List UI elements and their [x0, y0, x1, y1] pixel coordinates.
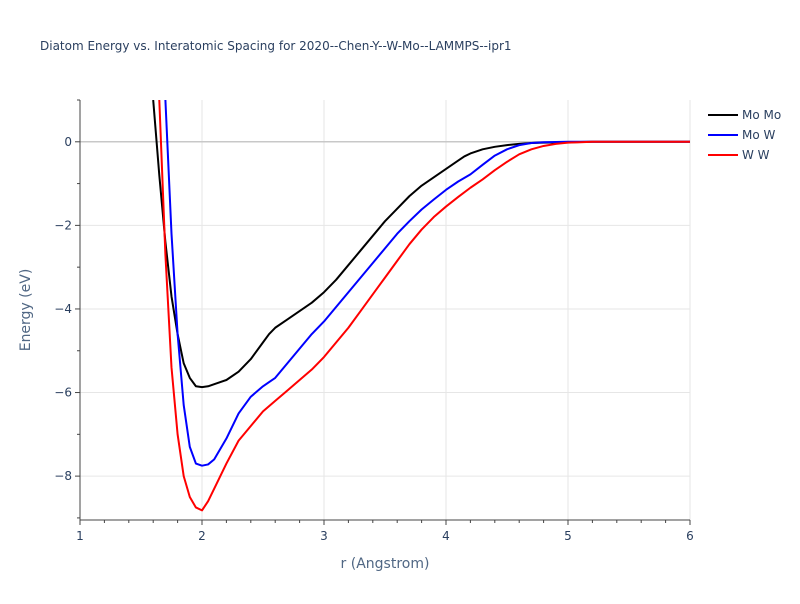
x-tick-label: 5 [564, 529, 572, 543]
legend[interactable]: Mo Mo Mo W W W [708, 108, 781, 162]
x-tick-label: 2 [198, 529, 206, 543]
y-tick-label: −4 [54, 302, 72, 316]
series-line-w-w [158, 100, 690, 512]
legend-item[interactable]: W W [708, 148, 770, 162]
x-tick-labels: 1 2 3 4 5 6 [76, 529, 694, 543]
x-axis-label: r (Angstrom) [341, 556, 430, 572]
series-line-mo-w [164, 100, 690, 467]
legend-item[interactable]: Mo W [708, 128, 776, 142]
legend-item[interactable]: Mo Mo [708, 108, 781, 122]
legend-label: Mo Mo [742, 108, 781, 122]
x-tick-label: 1 [76, 529, 84, 543]
legend-label: Mo W [742, 128, 776, 142]
series-line-mo-mo [152, 100, 690, 389]
legend-label: W W [742, 148, 770, 162]
x-tick-label: 6 [686, 529, 694, 543]
y-axis-label: Energy (eV) [18, 269, 34, 352]
y-tick-label: −8 [54, 469, 72, 483]
y-tick-label: −6 [54, 386, 72, 400]
series-lines [152, 100, 690, 512]
y-tick-label: 0 [64, 135, 72, 149]
y-tick-label: −2 [54, 218, 72, 232]
axes [75, 99, 691, 525]
x-tick-label: 4 [442, 529, 450, 543]
chart-title: Diatom Energy vs. Interatomic Spacing fo… [40, 39, 512, 53]
x-tick-label: 3 [320, 529, 328, 543]
y-tick-labels: 0 −2 −4 −6 −8 [54, 135, 72, 483]
